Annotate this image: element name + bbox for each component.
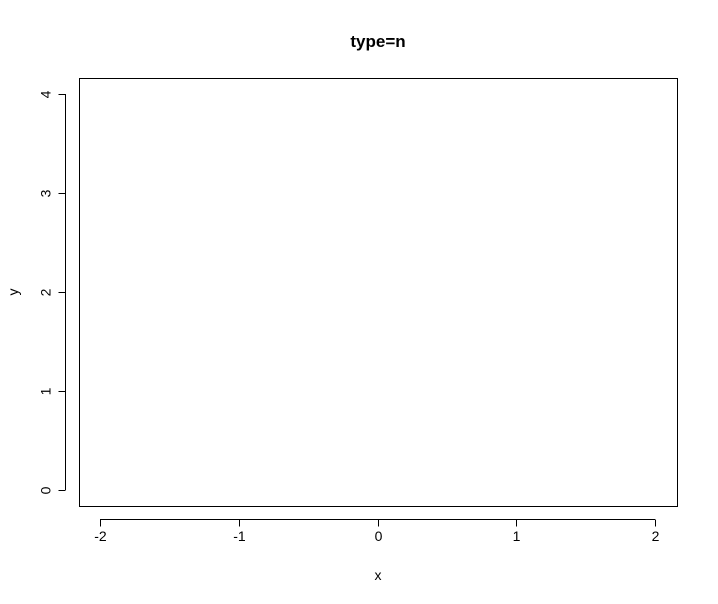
y-tick-label: 3	[38, 189, 54, 197]
y-axis: 0 1 2 3 4	[38, 90, 66, 494]
x-axis: -2 -1 0 1 2	[94, 519, 660, 544]
x-axis-label: x	[375, 567, 382, 583]
y-tick-label: 4	[38, 90, 54, 98]
plot-area-border	[79, 78, 678, 507]
x-tick-label: 1	[513, 528, 521, 544]
x-tick-label: -1	[233, 528, 246, 544]
y-axis-label: y	[5, 289, 21, 296]
y-tick-label: 2	[38, 288, 54, 296]
y-tick-label: 1	[38, 387, 54, 395]
y-tick-label: 0	[38, 486, 54, 494]
chart-title: type=n	[350, 32, 405, 51]
x-tick-label: -2	[94, 528, 107, 544]
x-tick-label: 0	[375, 528, 383, 544]
x-tick-label: 2	[652, 528, 660, 544]
